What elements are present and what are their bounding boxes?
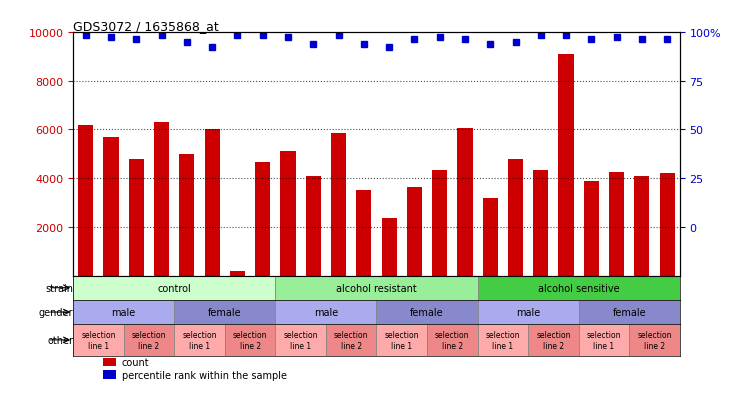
Text: selection
line 2: selection line 2 [232, 330, 268, 350]
Bar [326, 325, 376, 356]
Text: selection
line 1: selection line 1 [81, 330, 115, 350]
Bar [276, 276, 477, 300]
Text: selection
line 2: selection line 2 [132, 330, 166, 350]
Bar [584, 181, 599, 276]
Text: control: control [157, 283, 191, 293]
Text: female: female [613, 307, 646, 317]
Text: selection
line 1: selection line 1 [385, 330, 419, 350]
Text: selection
line 2: selection line 2 [637, 330, 672, 350]
Bar [230, 271, 245, 276]
Bar [629, 325, 680, 356]
Bar [635, 176, 650, 276]
Bar [458, 129, 472, 276]
Bar [528, 325, 579, 356]
Bar [174, 325, 225, 356]
Bar [331, 134, 346, 276]
Bar [508, 159, 523, 276]
Bar [179, 154, 194, 276]
Text: selection
line 2: selection line 2 [536, 330, 571, 350]
Text: selection
line 2: selection line 2 [435, 330, 469, 350]
Bar [477, 276, 680, 300]
Text: GDS3072 / 1635868_at: GDS3072 / 1635868_at [73, 20, 219, 33]
Text: alcohol sensitive: alcohol sensitive [538, 283, 619, 293]
Bar [276, 325, 326, 356]
Bar [73, 325, 124, 356]
Bar [356, 191, 371, 276]
Text: percentile rank within the sample: percentile rank within the sample [121, 370, 287, 380]
Text: selection
line 1: selection line 1 [485, 330, 520, 350]
Bar [154, 123, 169, 276]
Bar [205, 130, 220, 276]
Bar [104, 138, 118, 276]
Bar [78, 125, 94, 276]
Bar [558, 55, 574, 276]
Bar [482, 198, 498, 276]
Bar [129, 159, 144, 276]
Bar [276, 300, 376, 325]
Text: other: other [47, 335, 73, 345]
Bar [427, 325, 477, 356]
Bar [533, 170, 548, 276]
Bar [306, 176, 321, 276]
Bar [255, 163, 270, 276]
Bar [104, 358, 115, 367]
Text: selection
line 2: selection line 2 [334, 330, 368, 350]
Bar [432, 170, 447, 276]
Bar [73, 276, 276, 300]
Bar [376, 325, 427, 356]
Text: selection
line 1: selection line 1 [284, 330, 318, 350]
Bar [477, 325, 528, 356]
Bar [281, 152, 295, 276]
Bar [579, 325, 629, 356]
Text: male: male [112, 307, 136, 317]
Text: male: male [516, 307, 540, 317]
Bar [382, 219, 397, 276]
Bar [73, 300, 174, 325]
Bar [609, 173, 624, 276]
Bar [124, 325, 174, 356]
Text: gender: gender [39, 307, 73, 317]
Text: female: female [410, 307, 444, 317]
Text: alcohol resistant: alcohol resistant [336, 283, 417, 293]
Text: female: female [208, 307, 241, 317]
Bar [104, 370, 115, 379]
Text: count: count [121, 358, 149, 368]
Text: male: male [314, 307, 338, 317]
Bar [174, 300, 276, 325]
Text: strain: strain [45, 283, 73, 293]
Bar [376, 300, 477, 325]
Bar [477, 300, 579, 325]
Bar [225, 325, 276, 356]
Text: selection
line 1: selection line 1 [587, 330, 621, 350]
Bar [659, 174, 675, 276]
Text: selection
line 1: selection line 1 [182, 330, 217, 350]
Bar [406, 187, 422, 276]
Bar [579, 300, 680, 325]
